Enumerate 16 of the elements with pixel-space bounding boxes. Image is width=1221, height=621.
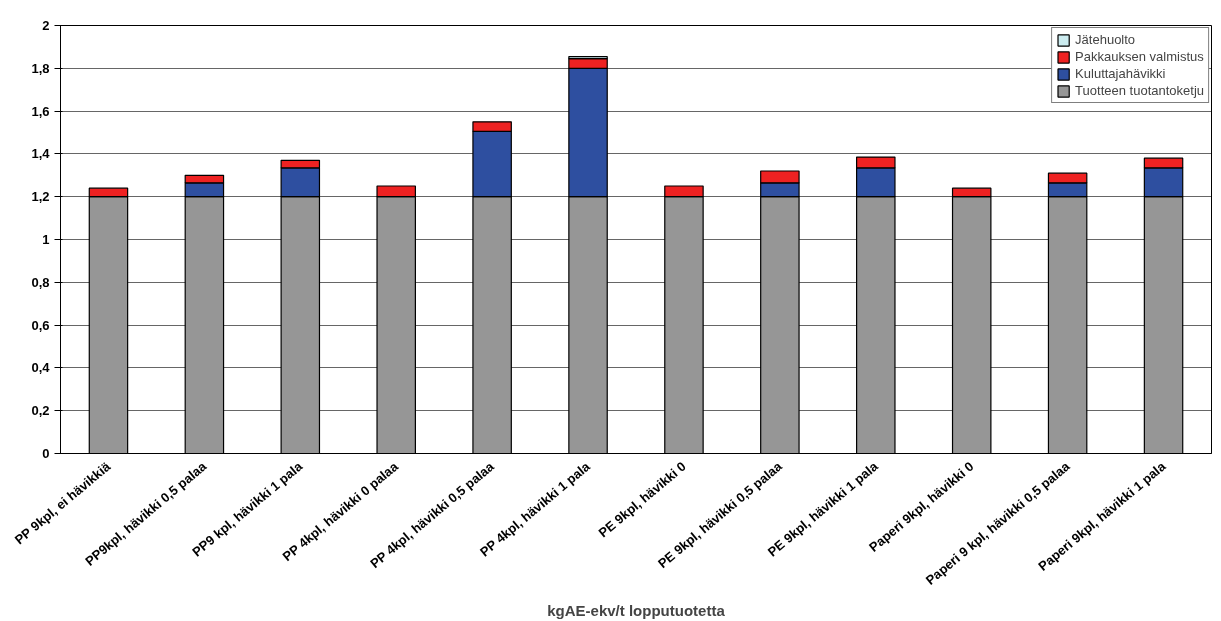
legend-label: Pakkauksen valmistus: [1075, 49, 1204, 64]
y-tick-label: 1,4: [31, 146, 51, 162]
legend-label: Kuluttajahävikki: [1075, 66, 1166, 81]
x-axis-title: kgAE-ekv/t lopputuotetta: [547, 601, 726, 619]
y-tick-label: 2: [42, 18, 50, 33]
y-tick-label: 0,2: [31, 403, 50, 419]
y-tick-label: 1,6: [31, 103, 50, 119]
y-tick-label: 1,2: [31, 189, 50, 205]
y-tick-label: 1,8: [31, 60, 50, 76]
legend-label: Tuotteen tuotantoketju: [1075, 83, 1204, 98]
y-tick-label: 1: [42, 232, 50, 247]
y-tick-label: 0,6: [31, 317, 50, 333]
y-tick-label: 0,4: [31, 360, 51, 376]
y-tick-label: 0: [42, 446, 50, 461]
legend-label: Jätehuolto: [1075, 32, 1136, 47]
y-tick-label: 0,8: [31, 274, 50, 290]
